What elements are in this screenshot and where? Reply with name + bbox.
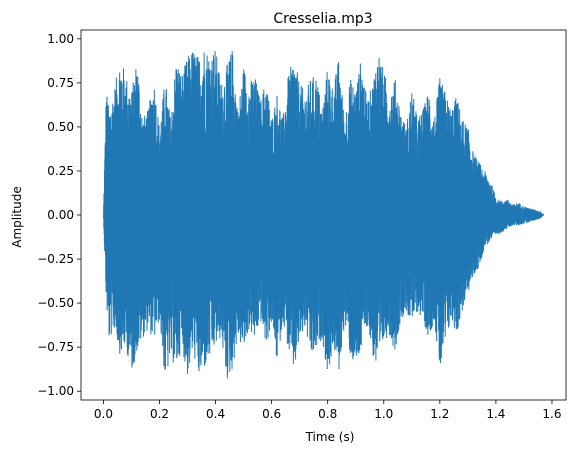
x-tick-label: 1.0	[374, 407, 393, 421]
x-axis-label: Time (s)	[305, 430, 355, 444]
x-tick-label: 0.2	[150, 407, 169, 421]
y-tick-label: −0.25	[37, 252, 74, 266]
y-tick-label: 0.00	[47, 208, 74, 222]
y-tick-label: −0.75	[37, 340, 74, 354]
y-tick-label: 0.25	[47, 164, 74, 178]
x-tick-label: 0.0	[94, 407, 113, 421]
y-tick-label: 1.00	[47, 32, 74, 46]
x-tick-label: 1.2	[430, 407, 449, 421]
waveform-series	[102, 51, 544, 379]
y-tick-label: −1.00	[37, 384, 74, 398]
x-tick-label: 0.4	[206, 407, 225, 421]
plot-area	[81, 30, 566, 400]
y-tick-label: 0.50	[47, 120, 74, 134]
x-tick-label: 1.6	[542, 407, 561, 421]
y-axis-ticks: −1.00 −0.75 −0.50 −0.25 0.00 0.25 0.50 0.75 1.00	[37, 32, 81, 398]
x-tick-label: 0.8	[318, 407, 337, 421]
y-tick-label: −0.50	[37, 296, 74, 310]
x-axis-ticks: 0.0 0.2 0.4 0.6 0.8 1.0 1.2 1.4 1.6	[94, 400, 562, 421]
x-tick-label: 1.4	[486, 407, 505, 421]
chart-title: Cresselia.mp3	[273, 11, 372, 27]
y-axis-label: Amplitude	[10, 186, 24, 248]
x-tick-label: 0.6	[262, 407, 281, 421]
y-tick-label: 0.75	[47, 76, 74, 90]
